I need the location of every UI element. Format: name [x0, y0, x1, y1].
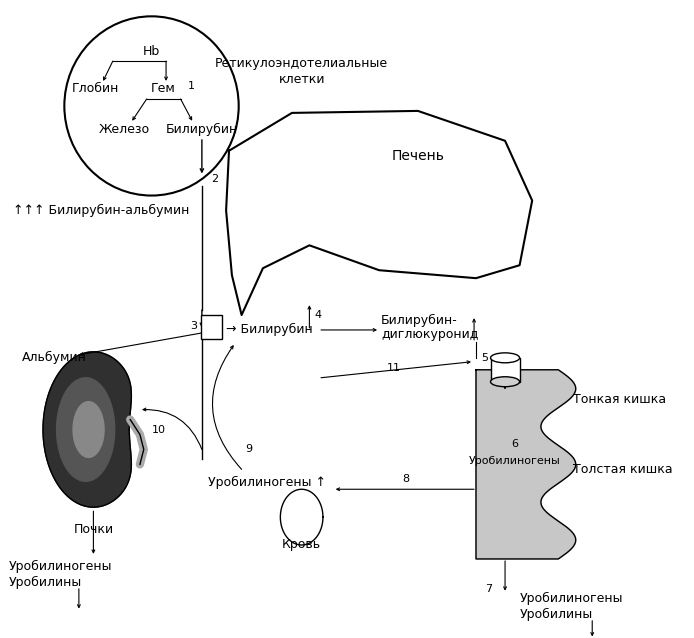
Text: Уробилиногены: Уробилиногены [520, 592, 623, 605]
Ellipse shape [491, 353, 520, 363]
Text: клетки: клетки [278, 73, 325, 85]
Text: → Билирубин: → Билирубин [226, 323, 313, 336]
Text: Hb: Hb [143, 45, 160, 57]
Text: Глобин: Глобин [71, 82, 119, 94]
Text: Ретикулоэндотелиальные: Ретикулоэндотелиальные [215, 57, 388, 70]
Text: 7: 7 [485, 584, 492, 594]
Text: 4: 4 [314, 310, 321, 320]
Text: Альбумин: Альбумин [22, 352, 87, 364]
Bar [491, 358, 520, 382]
Text: 9: 9 [246, 445, 253, 454]
Text: Толстая кишка: Толстая кишка [573, 463, 672, 476]
Polygon shape [280, 489, 323, 545]
Polygon shape [73, 402, 104, 457]
Text: Билирубин: Билирубин [166, 123, 238, 137]
Text: 6: 6 [511, 440, 518, 449]
Text: 5: 5 [481, 353, 488, 363]
Text: Железо: Железо [99, 123, 150, 137]
Text: Билирубин-: Билирубин- [381, 313, 458, 327]
Text: Гем: Гем [151, 82, 176, 94]
Text: 10: 10 [151, 424, 166, 434]
Text: ↑↑↑ Билирубин-альбумин: ↑↑↑ Билирубин-альбумин [13, 204, 189, 217]
Text: Уробилины: Уробилины [520, 608, 593, 621]
Text: Кровь: Кровь [282, 538, 321, 551]
Text: Уробилиногены: Уробилиногены [469, 456, 561, 466]
Text: Тонкая кишка: Тонкая кишка [573, 393, 666, 406]
Ellipse shape [491, 377, 520, 387]
Text: диглюкуронид: диглюкуронид [381, 329, 478, 341]
Text: Почки: Почки [74, 523, 113, 535]
Text: Уробилиногены ↑: Уробилиногены ↑ [208, 476, 325, 489]
Polygon shape [43, 352, 131, 507]
Text: Печень: Печень [391, 149, 444, 163]
Polygon shape [57, 378, 115, 481]
Text: 11: 11 [387, 363, 400, 373]
Text: 1: 1 [188, 81, 195, 91]
Text: 8: 8 [403, 474, 410, 484]
Text: Уробилиногены: Уробилиногены [9, 560, 112, 574]
Text: Уробилины: Уробилины [9, 576, 83, 590]
Text: 2: 2 [212, 174, 219, 184]
FancyBboxPatch shape [201, 315, 222, 339]
Text: 3: 3 [190, 321, 197, 331]
Polygon shape [476, 370, 576, 559]
